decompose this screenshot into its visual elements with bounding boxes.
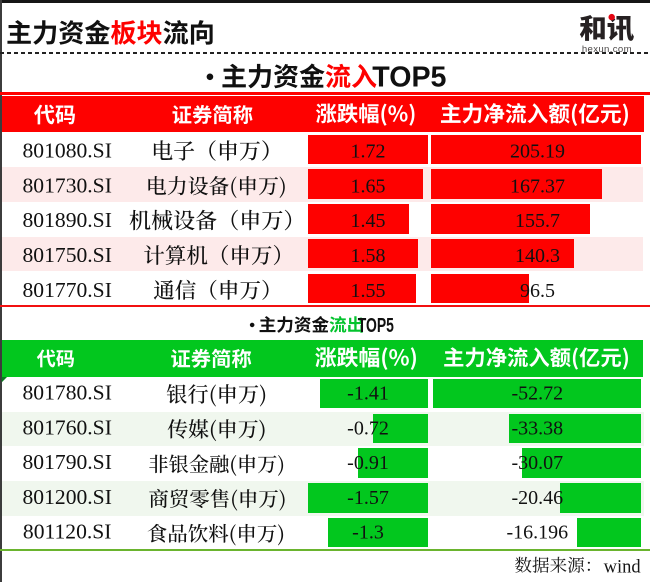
svg-text:1.55: 1.55 xyxy=(351,280,386,302)
svg-text:-1.41: -1.41 xyxy=(347,383,389,405)
svg-text:801770.SI: 801770.SI xyxy=(23,278,112,302)
svg-text:-1.3: -1.3 xyxy=(352,522,384,544)
svg-text:801760.SI: 801760.SI xyxy=(23,415,112,439)
svg-text:801890.SI: 801890.SI xyxy=(23,208,112,232)
svg-text:wind: wind xyxy=(604,557,642,577)
svg-text:-20.46: -20.46 xyxy=(511,487,563,509)
svg-text:-33.38: -33.38 xyxy=(511,417,563,439)
svg-text:155.7: 155.7 xyxy=(515,210,560,232)
svg-text:-16.196: -16.196 xyxy=(506,522,568,544)
svg-text:801790.SI: 801790.SI xyxy=(23,450,112,474)
svg-text:140.3: 140.3 xyxy=(515,245,560,267)
svg-text:801780.SI: 801780.SI xyxy=(23,381,112,405)
svg-text:TOP5: TOP5 xyxy=(372,61,446,93)
svg-text:TOP5: TOP5 xyxy=(358,313,394,336)
svg-text:801080.SI: 801080.SI xyxy=(23,139,112,163)
svg-text:1.58: 1.58 xyxy=(351,245,386,267)
svg-text:-0.72: -0.72 xyxy=(347,417,389,439)
svg-text:801120.SI: 801120.SI xyxy=(23,520,112,544)
svg-text:hexun.com: hexun.com xyxy=(582,44,632,55)
svg-text:96.5: 96.5 xyxy=(520,280,555,302)
svg-text:1.72: 1.72 xyxy=(351,141,386,163)
svg-text:801200.SI: 801200.SI xyxy=(23,485,112,509)
svg-text:1.45: 1.45 xyxy=(351,210,386,232)
svg-text:-30.07: -30.07 xyxy=(511,452,563,474)
svg-text:801730.SI: 801730.SI xyxy=(23,173,112,197)
svg-text:-0.91: -0.91 xyxy=(347,452,389,474)
svg-text:1.65: 1.65 xyxy=(351,175,386,197)
svg-text:801750.SI: 801750.SI xyxy=(23,243,112,267)
svg-text:167.37: 167.37 xyxy=(510,175,565,197)
svg-text:-1.57: -1.57 xyxy=(347,487,389,509)
svg-text:-52.72: -52.72 xyxy=(511,383,563,405)
svg-text:205.19: 205.19 xyxy=(510,141,565,163)
